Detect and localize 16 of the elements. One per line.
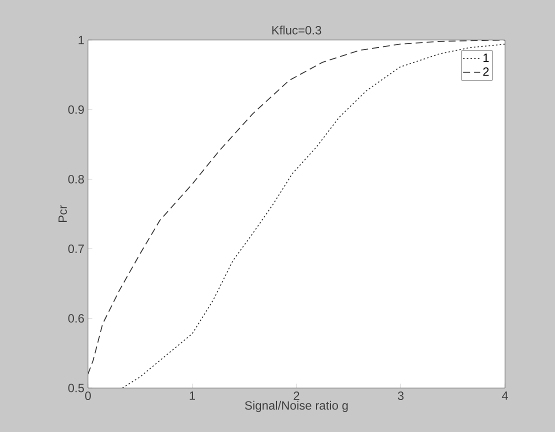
y-tick-label: 0.7 <box>68 244 84 254</box>
y-tick-label: 0.6 <box>68 314 84 323</box>
legend-label: 1 <box>484 54 489 62</box>
y-axis-title: Pcr <box>58 205 67 222</box>
y-tick-label: 1 <box>78 36 84 44</box>
x-tick-label: 0 <box>85 392 91 400</box>
x-tick-label: 4 <box>502 392 508 400</box>
x-tick-label: 3 <box>398 392 404 400</box>
x-tick-label: 2 <box>294 392 300 400</box>
x-tick-label: 1 <box>190 392 195 400</box>
y-tick-label: 0.8 <box>68 174 84 184</box>
y-tick-label: 0.5 <box>68 384 84 392</box>
chart-title: Kfluc=0.3 <box>272 26 322 34</box>
y-tick-label: 0.9 <box>68 105 84 114</box>
legend-label: 2 <box>483 67 489 76</box>
x-axis-title: Signal/Noise ratio g <box>245 400 348 412</box>
